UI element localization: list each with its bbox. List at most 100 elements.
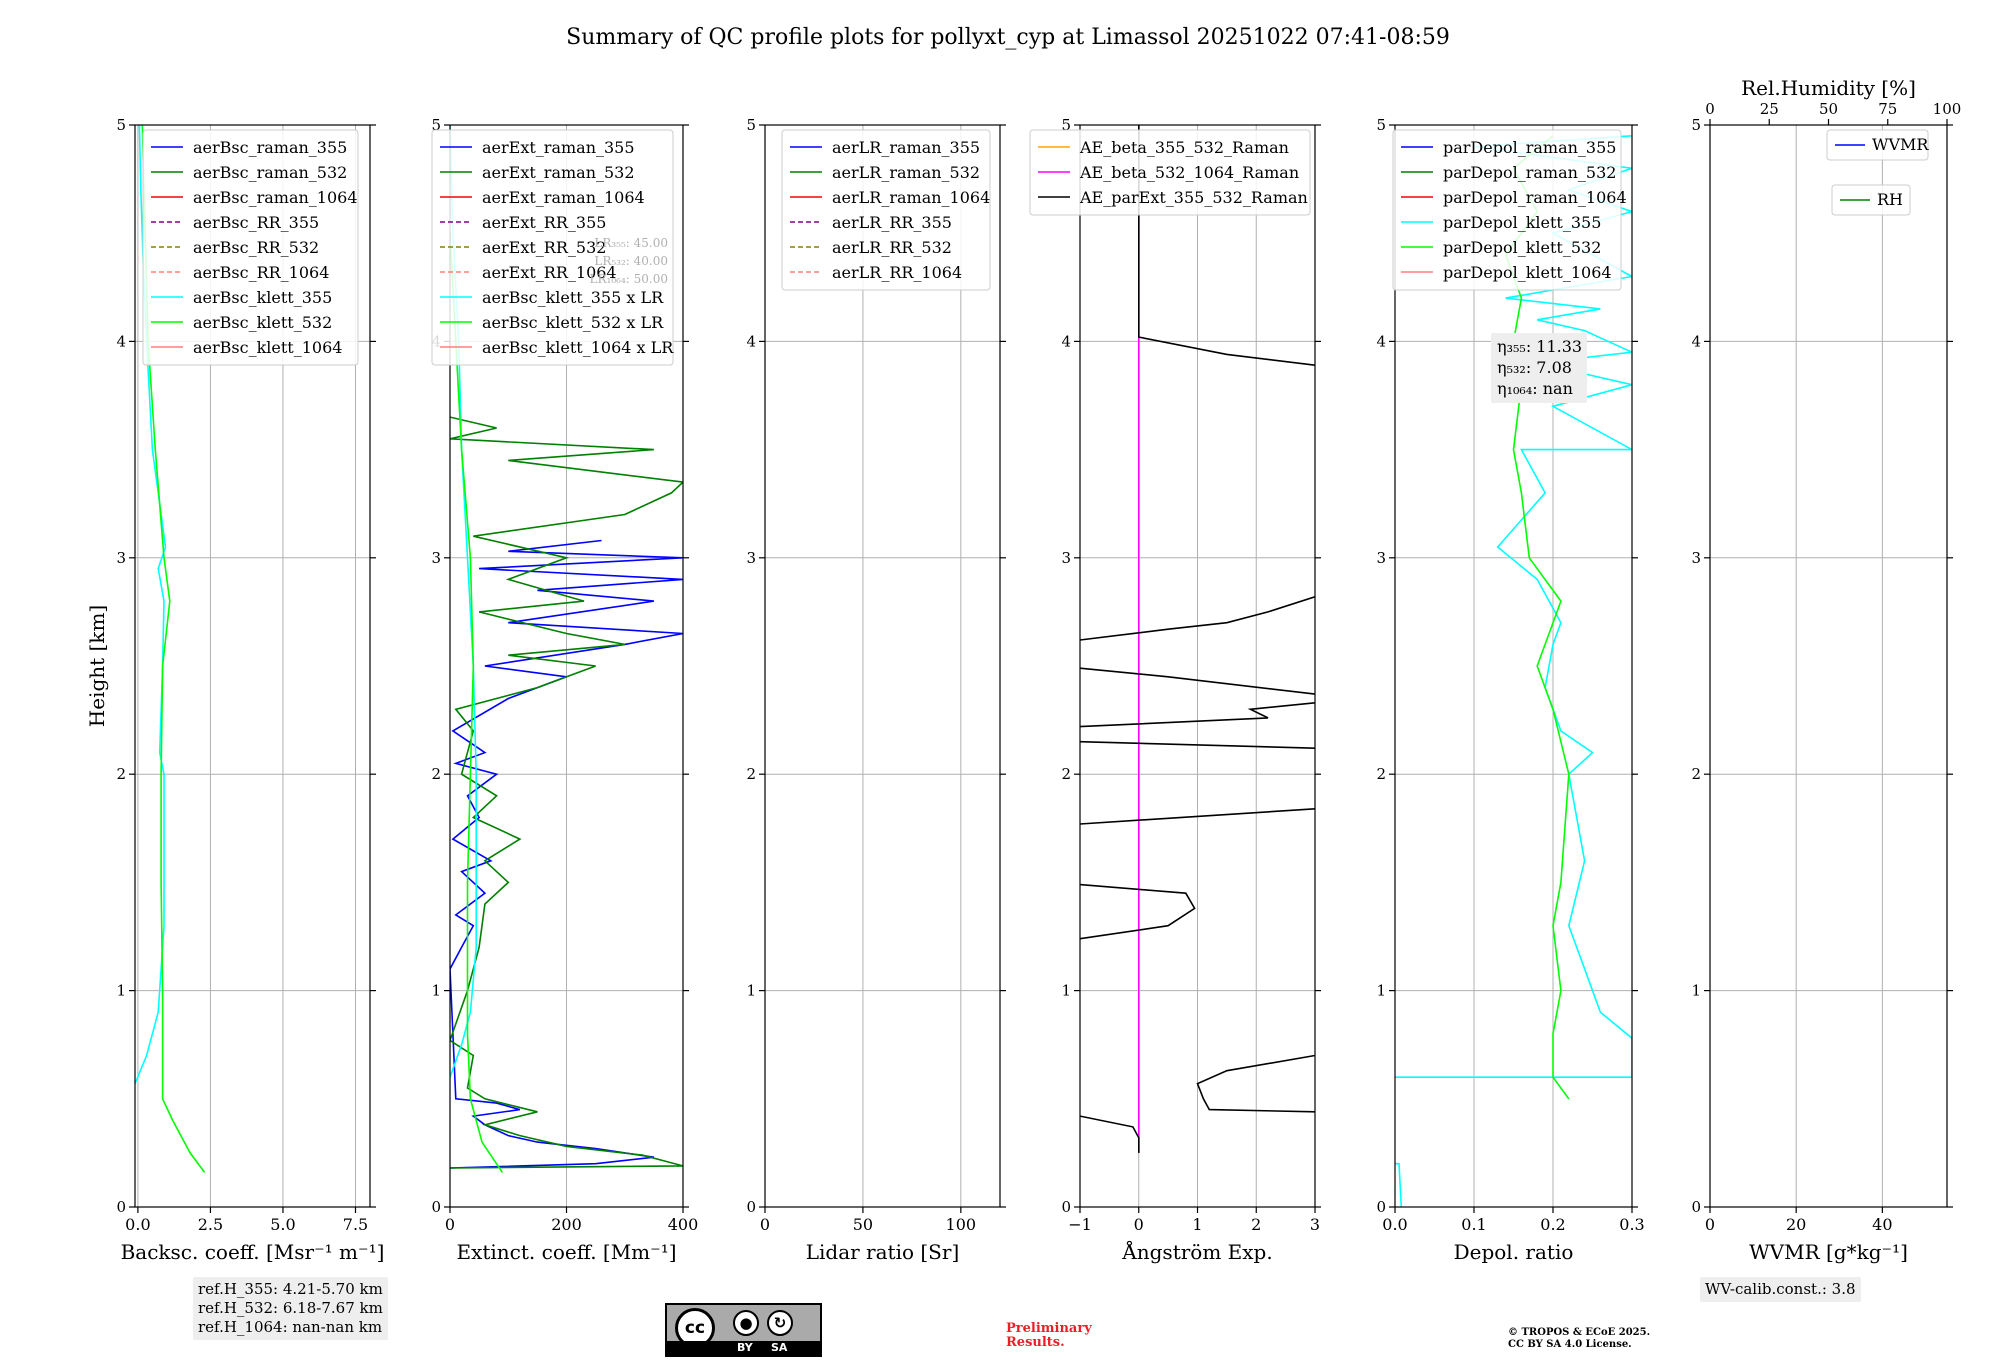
x-axis-label: Depol. ratio — [1454, 1240, 1574, 1264]
panel-depolarization: 0.0 0.1 0.2 0.3 0 1 2 3 4 5 Depol. ratio parDepol_r… — [1376, 116, 1644, 1264]
legend-frame — [1826, 129, 1929, 161]
legend-label: WVMR — [1872, 135, 1929, 154]
series-group — [1080, 125, 1315, 1153]
y-tick-label: 4 — [1061, 332, 1071, 350]
legend-frame — [1029, 129, 1311, 216]
y-tick-label: 3 — [1061, 549, 1071, 567]
axes-frame — [1394, 124, 1633, 1208]
license-band: BY SA — [667, 1341, 820, 1355]
legend-label: aerExt_RR_532 — [482, 238, 606, 257]
legend-box: RH — [1831, 184, 1911, 216]
eta-box-bg — [1491, 333, 1587, 403]
x-tick-label: 0 — [445, 1215, 455, 1234]
legend-label: aerExt_raman_355 — [482, 138, 635, 157]
figure-title: Summary of QC profile plots for pollyxt_… — [566, 25, 1450, 50]
legend-label: AE_beta_355_532_Raman — [1079, 138, 1289, 157]
legend-label: aerLR_RR_355 — [832, 213, 952, 232]
copyright-line-1: © TROPOS & ECoE 2025. — [1508, 1327, 1651, 1338]
legend-box: parDepol_raman_355 parDepol_raman_532 parD… — [1392, 129, 1627, 291]
legend-box: aerExt_raman_355 aerExt_raman_532 aerExt_r… — [431, 129, 674, 366]
x-tick-label: 0.1 — [1461, 1215, 1486, 1234]
legend-label: aerBsc_raman_355 — [193, 138, 347, 157]
legend-label: aerBsc_raman_532 — [193, 163, 347, 182]
x-axis-label: Backsc. coeff. [Msr⁻¹ m⁻¹] — [121, 1240, 385, 1264]
legend-box: aerBsc_raman_355 aerBsc_raman_532 aerBsc_r… — [142, 129, 359, 366]
x-tick-label: 100 — [946, 1215, 977, 1234]
ref-height-355: ref.H_355: 4.21-5.70 km — [198, 1280, 383, 1298]
x-tick-label: 1 — [1192, 1215, 1202, 1234]
legend-label: aerLR_raman_355 — [832, 138, 980, 157]
x-tick-label: 0 — [1134, 1215, 1144, 1234]
lidar-ratio-label: LR₁₀₆₄: 50.00 — [590, 272, 668, 286]
y-tick-label: 1 — [431, 982, 441, 1000]
x-tick-label: 400 — [668, 1215, 699, 1234]
series-line-AE-parExt-355-532-Raman — [1080, 1115, 1140, 1153]
x-tick-label: 2.5 — [198, 1215, 223, 1234]
legend-label: aerBsc_klett_355 — [193, 288, 332, 307]
y-tick-label: 4 — [1691, 332, 1701, 350]
wv-calib-box: WV-calib.const.: 3.8 — [1700, 1277, 1861, 1302]
legend-label: aerLR_raman_532 — [832, 163, 980, 182]
legend-label: aerExt_raman_1064 — [482, 188, 645, 207]
x-tick-label: 0.0 — [125, 1215, 150, 1234]
lidar-ratio-label: LR₅₃₂: 40.00 — [594, 254, 668, 268]
axes-frame — [134, 124, 371, 1208]
series-line-AE-parExt-355-532-Raman-d- — [1080, 808, 1315, 825]
x-tick-label: 0 — [1705, 1215, 1715, 1234]
legend-frame — [431, 129, 674, 366]
top-x-tick-label: 50 — [1819, 100, 1838, 118]
y-tick-label: 4 — [746, 332, 756, 350]
legend-label: parDepol_klett_1064 — [1443, 263, 1612, 282]
y-tick-label: 2 — [116, 765, 126, 783]
legend-box: WVMR — [1826, 129, 1929, 161]
eta-label: η₅₃₂: 7.08 — [1497, 358, 1572, 377]
legend-label: AE_beta_532_1064_Raman — [1079, 163, 1299, 182]
legend-label: aerLR_RR_1064 — [832, 263, 962, 282]
ref-height-532: ref.H_532: 6.18-7.67 km — [198, 1299, 383, 1317]
y-tick-label: 2 — [1376, 765, 1386, 783]
y-tick-label: 5 — [1376, 116, 1386, 134]
x-tick-label: 0.3 — [1619, 1215, 1644, 1234]
y-tick-label: 5 — [1691, 116, 1701, 134]
y-tick-label: 3 — [746, 549, 756, 567]
series-line-AE-parExt-355-532-Raman-b- — [1196, 1054, 1315, 1113]
top-x-tick-label: 75 — [1878, 100, 1897, 118]
series-line-aerExt-raman-532 — [450, 416, 683, 1169]
x-axis-label: WVMR [g*kg⁻¹] — [1749, 1240, 1908, 1264]
series-line-aerExt-raman-355 — [450, 539, 683, 1169]
legend-label: parDepol_klett_532 — [1443, 238, 1601, 257]
series-line-AE-parExt-355-532-Raman-f- — [1080, 702, 1315, 728]
lidar-ratio-label: LR₃₅₅: 45.00 — [594, 236, 668, 250]
legend-frame — [1831, 184, 1911, 216]
legend-label: aerBsc_klett_1064 — [193, 338, 342, 357]
y-axis-label: Height [km] — [85, 605, 109, 727]
legend-label: aerBsc_RR_532 — [193, 238, 319, 257]
legend-label: parDepol_klett_355 — [1443, 213, 1601, 232]
legend-frame — [142, 129, 359, 366]
y-tick-label: 2 — [746, 765, 756, 783]
series-line-aerBsc-klett-532-x-LR — [450, 233, 504, 1173]
y-tick-label: 0 — [1376, 1198, 1386, 1216]
series-line-AE-parExt-355-532-Raman-i- — [1138, 125, 1315, 366]
y-tick-label: 1 — [746, 982, 756, 1000]
series-line-AE-parExt-355-532-Raman-c- — [1080, 883, 1196, 940]
x-tick-label: 5.0 — [270, 1215, 295, 1234]
y-tick-label: 1 — [1376, 982, 1386, 1000]
series-line-AE-parExt-355-532-Raman-g- — [1080, 667, 1315, 695]
legend-label: aerBsc_klett_355 x LR — [482, 288, 664, 307]
top-x-axis-label: Rel.Humidity [%] — [1741, 76, 1916, 100]
y-tick-label: 4 — [1376, 332, 1386, 350]
y-tick-label: 3 — [431, 549, 441, 567]
cc-license-badge: cc ● ↻ BY SA — [665, 1303, 822, 1357]
top-x-tick-label: 0 — [1705, 100, 1715, 118]
series-line-parDepol-klett-355 — [1395, 1162, 1403, 1207]
legend-label: aerExt_raman_532 — [482, 163, 635, 182]
legend-box: aerLR_raman_355 aerLR_raman_532 aerLR_rama… — [781, 129, 991, 291]
legend-label: aerLR_raman_1064 — [832, 188, 990, 207]
x-tick-label: 40 — [1872, 1215, 1892, 1234]
legend-label: aerBsc_klett_532 x LR — [482, 313, 664, 332]
y-tick-label: 2 — [1691, 765, 1701, 783]
copyright-line-2: CC BY SA 4.0 License. — [1508, 1339, 1632, 1350]
y-tick-label: 5 — [431, 116, 441, 134]
series-line-AE-parExt-355-532-Raman-e- — [1080, 740, 1315, 749]
